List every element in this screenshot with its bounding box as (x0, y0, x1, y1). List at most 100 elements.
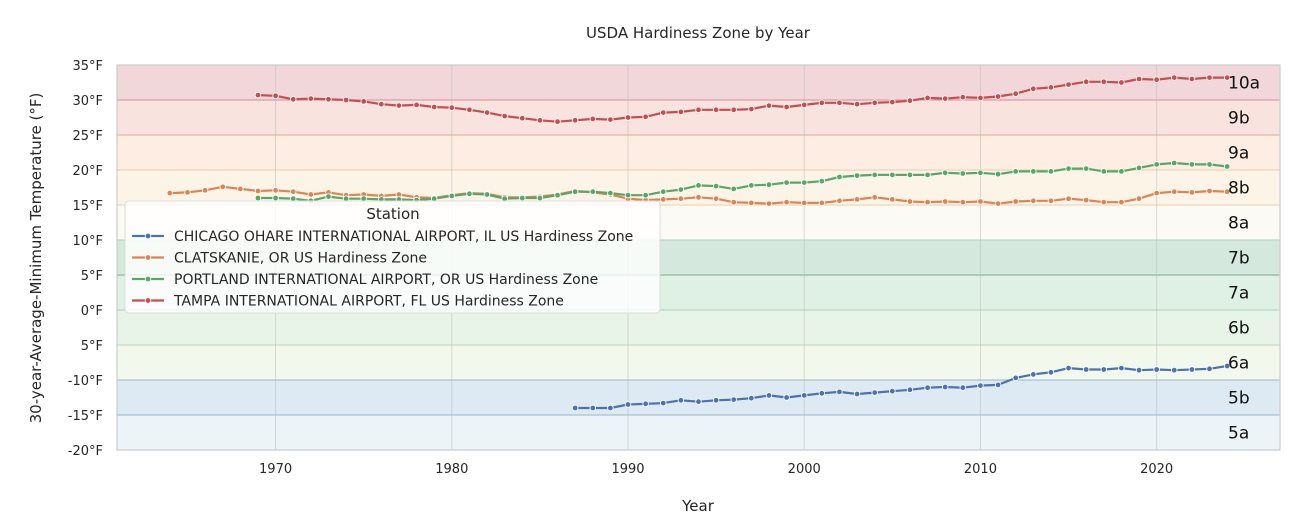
data-point (977, 94, 984, 102)
data-point (801, 392, 808, 399)
plot-frame (116, 64, 1281, 451)
legend-label: TAMPA INTERNATIONAL AIRPORT, FL US Hardi… (173, 294, 564, 310)
data-point (677, 186, 685, 193)
data-point (1135, 164, 1143, 172)
data-point (748, 199, 755, 207)
data-point (1047, 168, 1055, 175)
data-point (748, 105, 755, 113)
data-point (677, 108, 685, 116)
data-point (1065, 364, 1072, 372)
legend-swatch-marker (144, 297, 152, 304)
data-point (607, 189, 614, 197)
y-tick-label: 25°F (72, 129, 103, 144)
data-point (1188, 161, 1196, 168)
zone-band-5b (117, 380, 1280, 415)
data-point (642, 400, 649, 407)
data-point (1188, 189, 1196, 196)
zone-label: 10a (1228, 74, 1260, 94)
data-point (360, 98, 367, 105)
data-point (801, 101, 808, 109)
data-point (660, 109, 667, 116)
data-point (889, 98, 896, 106)
data-point (1100, 366, 1107, 373)
x-axis-label: Year (681, 497, 715, 515)
data-point (853, 172, 861, 179)
data-point (1223, 74, 1231, 81)
data-point (624, 401, 632, 408)
zone-label: 6a (1228, 354, 1249, 374)
data-point (1171, 74, 1178, 81)
data-point (871, 389, 878, 396)
data-point (959, 384, 967, 391)
data-point (1065, 81, 1072, 88)
data-point (466, 190, 473, 197)
data-point (466, 106, 473, 113)
data-point (201, 187, 209, 194)
data-point (1153, 161, 1160, 168)
zone-band-9b (117, 100, 1280, 135)
y-tick-label: 5°F (81, 339, 103, 354)
data-point (624, 114, 632, 121)
data-point (1030, 371, 1037, 378)
data-point (853, 390, 861, 398)
data-point (1065, 165, 1072, 172)
y-tick-label: 0°F (81, 304, 103, 319)
data-point (1171, 367, 1178, 374)
data-point (184, 189, 191, 196)
data-point (536, 117, 544, 124)
zone-band-9a (117, 135, 1280, 170)
legend-swatch-marker (144, 254, 152, 261)
data-point (1206, 187, 1213, 195)
data-point (1118, 168, 1125, 175)
data-point (906, 171, 914, 179)
data-point (325, 193, 332, 200)
x-tick-label: 1970 (259, 462, 292, 477)
data-point (1030, 168, 1037, 175)
data-point (307, 95, 315, 102)
data-point (607, 404, 614, 412)
data-point (871, 99, 878, 106)
y-axis-label: 30-year-Average-Minimum Temperature (°F) (27, 93, 45, 424)
series-3 (254, 74, 1231, 125)
series-2 (254, 159, 1231, 204)
zone-band-5a (117, 415, 1280, 450)
data-point (589, 115, 596, 123)
data-point (1100, 168, 1107, 175)
data-point (765, 102, 773, 109)
data-point (730, 106, 737, 113)
data-point (1047, 84, 1055, 91)
y-tick-label: 15°F (72, 199, 103, 214)
data-point (730, 198, 737, 206)
data-point (1153, 189, 1160, 197)
y-tick-label: -20°F (68, 444, 103, 459)
data-point (836, 197, 843, 204)
data-point (1223, 163, 1231, 170)
data-point (765, 392, 773, 399)
data-point (1100, 198, 1107, 206)
data-point (1118, 198, 1125, 206)
legend-title: Station (366, 205, 419, 223)
data-point (448, 104, 456, 111)
data-point (941, 169, 949, 176)
zone-label: 9b (1228, 109, 1250, 129)
data-point (536, 194, 544, 202)
data-point (1082, 196, 1090, 204)
data-point (924, 198, 931, 206)
data-point (272, 187, 279, 194)
data-point (554, 118, 561, 125)
data-point (1188, 75, 1196, 83)
data-point (342, 96, 350, 104)
data-point (959, 93, 967, 101)
data-point (1012, 198, 1019, 205)
data-point (1047, 369, 1055, 376)
data-point (783, 103, 790, 111)
data-point (977, 198, 984, 205)
data-point (571, 188, 579, 195)
data-point (924, 171, 931, 179)
zone-label: 8b (1228, 179, 1250, 199)
data-point (1030, 197, 1037, 204)
data-point (624, 191, 632, 199)
legend-swatch-marker (144, 275, 152, 283)
data-point (871, 171, 878, 179)
